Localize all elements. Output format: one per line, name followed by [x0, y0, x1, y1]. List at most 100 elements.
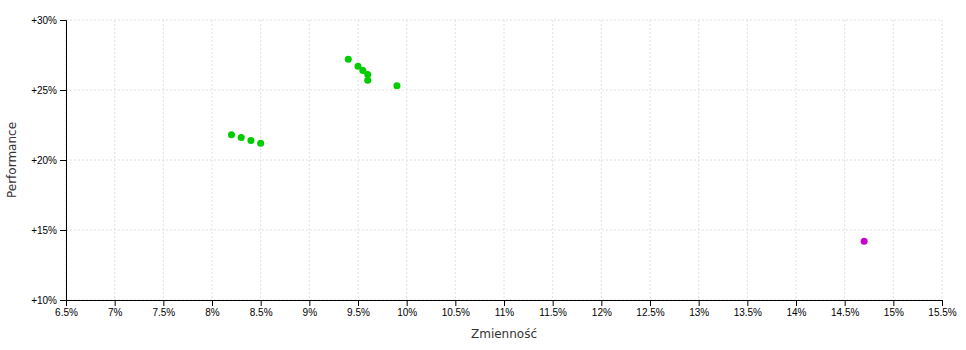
tick: 8% — [205, 300, 220, 318]
tick-mark — [358, 300, 359, 306]
tick-mark — [796, 300, 797, 306]
tick-mark — [650, 300, 651, 306]
tick: 9% — [303, 300, 318, 318]
tick-label: 9.5% — [347, 307, 370, 318]
tick-mark — [504, 300, 505, 306]
tick-label: 12% — [592, 307, 612, 318]
x-axis-title: Zmienność — [471, 327, 537, 341]
tick: 6.5% — [55, 300, 78, 318]
y-axis-title: Performance — [5, 122, 19, 198]
point — [861, 238, 868, 245]
plot: 6.5% 7% 7.5% 8% 8.5% 9% 9.5% 10% 10.5% 11% 11.5% 12… — [31, 15, 957, 318]
tick-mark — [455, 300, 456, 306]
grid-line — [309, 20, 310, 300]
tick: 8.5% — [250, 300, 273, 318]
tick: 10.5% — [442, 300, 470, 318]
series — [228, 56, 400, 147]
tick-mark — [60, 160, 66, 161]
tick: 11.5% — [539, 300, 567, 318]
point — [364, 77, 371, 84]
tick-mark — [699, 300, 700, 306]
tick: 7% — [108, 300, 123, 318]
grid-line — [66, 230, 942, 231]
grid-line — [844, 20, 845, 300]
grid-line — [260, 20, 261, 300]
tick: 15.5% — [928, 300, 956, 318]
tick-mark — [60, 20, 66, 21]
tick-mark — [309, 300, 310, 306]
tick-mark — [115, 300, 116, 306]
grid-line — [66, 90, 942, 91]
marks — [228, 56, 868, 245]
axis-line — [67, 301, 943, 307]
series — [861, 238, 868, 245]
tick: +25% — [31, 85, 66, 96]
tick: 14.5% — [831, 300, 859, 318]
tick-label: +10% — [31, 295, 57, 306]
tick-label: +25% — [31, 85, 57, 96]
tick: +10% — [31, 295, 66, 306]
tick: 13% — [689, 300, 709, 318]
tick-label: 7% — [108, 307, 123, 318]
grid — [66, 20, 942, 300]
tick-mark — [893, 300, 894, 306]
tick-label: 10% — [397, 307, 417, 318]
tick-label: 13.5% — [734, 307, 762, 318]
x-axis: 6.5% 7% 7.5% 8% 8.5% 9% 9.5% 10% 10.5% 11% 11.5% 12… — [55, 300, 957, 318]
tick-mark — [60, 300, 66, 301]
grid-line — [601, 20, 602, 300]
tick-mark — [942, 300, 943, 306]
tick: 12% — [592, 300, 612, 318]
y-axis: +10% +15% +20% +25% +30% — [31, 15, 66, 306]
grid-line — [66, 20, 942, 21]
tick: +30% — [31, 15, 66, 26]
tick: +15% — [31, 225, 66, 236]
point — [238, 134, 245, 141]
tick-label: +15% — [31, 225, 57, 236]
tick: 15% — [884, 300, 904, 318]
tick-label: 14% — [786, 307, 806, 318]
tick-mark — [553, 300, 554, 306]
tick-mark — [601, 300, 602, 306]
point — [345, 56, 352, 63]
grid-line — [66, 160, 942, 161]
tick: 13.5% — [734, 300, 762, 318]
tick: 7.5% — [152, 300, 175, 318]
tick-mark — [212, 300, 213, 306]
tick-label: 8.5% — [250, 307, 273, 318]
point — [393, 82, 400, 89]
point — [257, 140, 264, 147]
grid-line — [552, 20, 553, 300]
tick-label: 11.5% — [539, 307, 567, 318]
tick-mark — [747, 300, 748, 306]
point — [228, 131, 235, 138]
point — [247, 137, 254, 144]
tick-label: 13% — [689, 307, 709, 318]
tick-label: +20% — [31, 155, 57, 166]
tick-mark — [163, 300, 164, 306]
tick: 11% — [495, 300, 514, 318]
tick-mark — [845, 300, 846, 306]
tick-label: +30% — [31, 15, 57, 26]
tick: +20% — [31, 155, 66, 166]
tick-mark — [407, 300, 408, 306]
tick-label: 14.5% — [831, 307, 859, 318]
tick-label: 7.5% — [152, 307, 175, 318]
tick-label: 15% — [884, 307, 904, 318]
axis-line — [60, 21, 67, 301]
tick: 9.5% — [347, 300, 370, 318]
tick: 14% — [786, 300, 806, 318]
tick-label: 15.5% — [928, 307, 956, 318]
tick: 12.5% — [636, 300, 664, 318]
tick-label: 11% — [495, 307, 514, 318]
tick-mark — [60, 230, 66, 231]
tick-label: 6.5% — [55, 307, 78, 318]
tick-label: 12.5% — [636, 307, 664, 318]
grid-line — [893, 20, 894, 300]
tick-mark — [60, 90, 66, 91]
tick-label: 8% — [205, 307, 220, 318]
chart: 6.5% 7% 7.5% 8% 8.5% 9% 9.5% 10% 10.5% 11% 11.5% 12… — [0, 0, 966, 350]
tick-label: 9% — [303, 307, 318, 318]
tick-label: 10.5% — [442, 307, 470, 318]
tick: 10% — [397, 300, 417, 318]
